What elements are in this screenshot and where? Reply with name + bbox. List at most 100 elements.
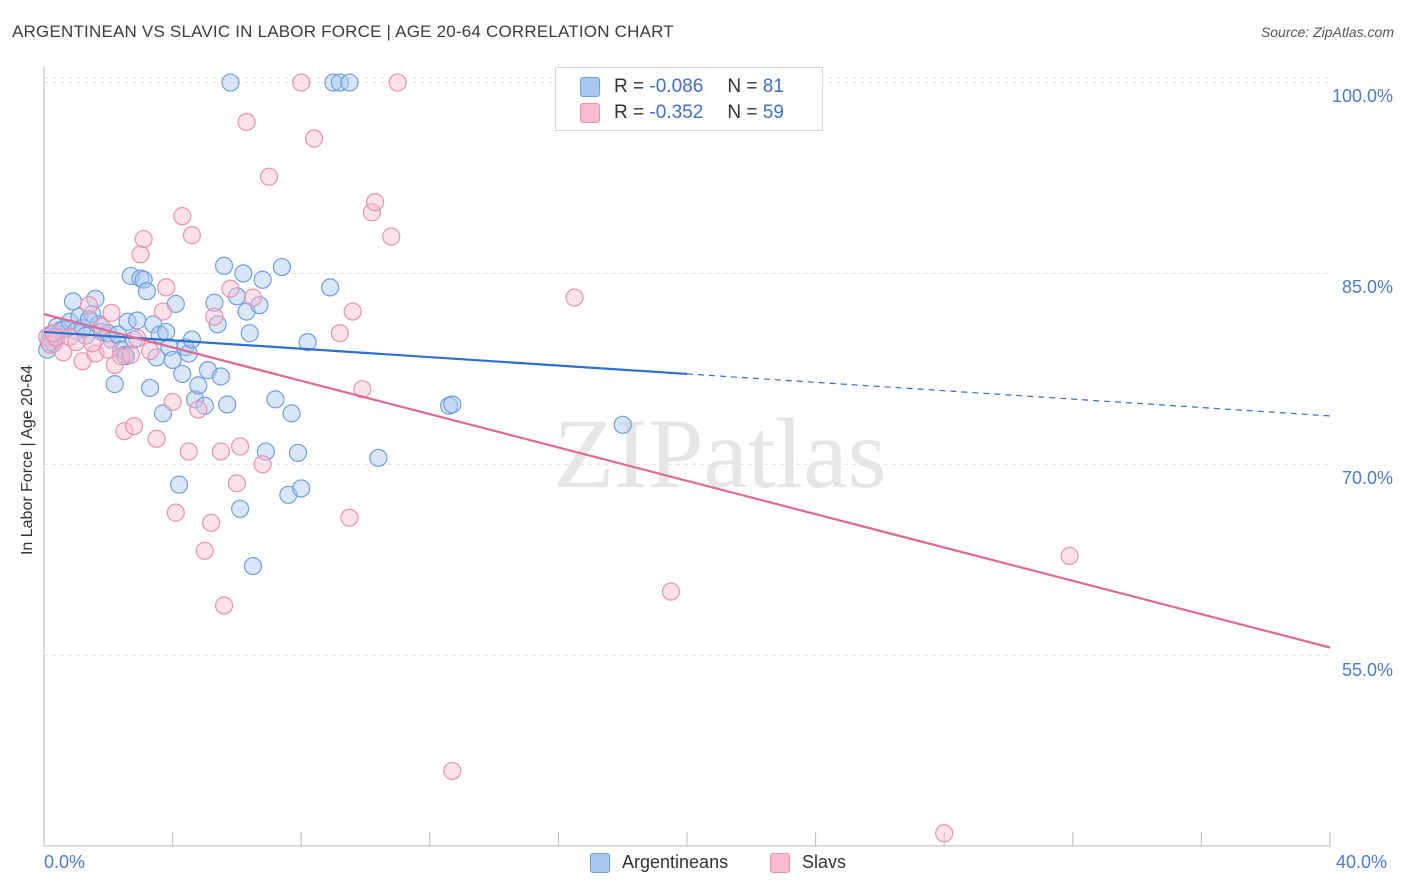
slavs-point [205, 307, 224, 326]
slavs-point [79, 296, 99, 315]
slavs-trend-line [43, 313, 1331, 649]
argentineans-point [282, 404, 301, 423]
r-value: -0.352 [649, 102, 704, 123]
argentineans-trend-line [43, 330, 688, 376]
slavs-point [115, 422, 134, 441]
slavs-point [661, 582, 681, 601]
argentineans-point [324, 73, 343, 92]
argentineans-point [218, 395, 237, 414]
r-label: R = [614, 76, 645, 97]
slavs-point [102, 303, 121, 322]
x-tick-label: 0.0% [44, 852, 86, 872]
slavs-point [179, 442, 198, 461]
y-tick-label: 55.0% [1341, 660, 1393, 680]
argentineans-point [140, 378, 160, 398]
y-tick-label: 100.0% [1331, 86, 1393, 106]
n-label: N = [727, 76, 758, 97]
slavs-point [304, 129, 324, 148]
argentineans-point [128, 311, 147, 330]
argentineans-point [298, 333, 317, 352]
series-legend: Argentineans Slavs [0, 852, 1406, 876]
argentineans-point [214, 256, 234, 275]
argentineans-trend-extension [686, 373, 1331, 417]
slavs-swatch [580, 103, 600, 123]
argentineans-point [330, 73, 349, 92]
slavs-point [214, 596, 234, 615]
legend-item-slavs[interactable]: Slavs [770, 852, 846, 873]
correlation-legend: R = -0.086 N = 81 R = -0.352 N = 59 [555, 67, 823, 131]
argentineans-point [243, 556, 263, 576]
slavs-point [292, 73, 311, 92]
argentineans-swatch [590, 852, 610, 873]
r-label: R = [614, 102, 645, 123]
slavs-point [935, 824, 954, 843]
slavs-point [157, 278, 176, 297]
x-tick-label: 40.0% [1336, 852, 1388, 872]
argentineans-point [288, 443, 308, 462]
watermark: ZIPatlas [553, 398, 886, 509]
slavs-point [259, 167, 279, 186]
slavs-point [565, 288, 584, 307]
argentineans-point [189, 376, 208, 395]
n-label: N = [727, 102, 758, 123]
slavs-point [166, 503, 185, 522]
slavs-point [140, 341, 160, 361]
slavs-point [443, 761, 462, 781]
slavs-point [67, 333, 86, 352]
argentineans-point [613, 415, 632, 434]
slavs-point [1060, 546, 1079, 565]
argentineans-point [182, 330, 201, 349]
argentineans-point [250, 296, 269, 315]
slavs-point [121, 345, 140, 364]
argentineans-swatch [580, 77, 600, 97]
legend-row-slavs: R = -0.352 N = 59 [580, 101, 784, 125]
slavs-point [343, 302, 362, 321]
y-tick-label: 70.0% [1341, 468, 1393, 488]
argentineans-point [443, 395, 462, 414]
argentineans-point [369, 448, 388, 468]
slavs-point [362, 203, 382, 222]
slavs-point [237, 112, 256, 132]
slavs-point [330, 324, 349, 343]
slavs-point [105, 355, 124, 375]
slavs-point [340, 508, 359, 527]
argentineans-point [292, 479, 311, 498]
slavs-point [54, 343, 73, 362]
n-value: 59 [762, 102, 784, 123]
argentineans-point [137, 282, 156, 301]
slavs-point [388, 73, 407, 92]
argentineans-point [63, 292, 83, 311]
slavs-point [195, 541, 214, 560]
slavs-point [211, 442, 230, 461]
y-tick-label: 85.0% [1341, 277, 1393, 297]
argentineans-point [205, 293, 224, 312]
slavs-point [83, 334, 102, 353]
argentineans-point [118, 312, 137, 331]
slavs-point [202, 513, 221, 532]
slavs-point [366, 193, 385, 212]
argentineans-point [157, 322, 176, 342]
argentineans-point [105, 375, 124, 394]
slavs-point [189, 400, 208, 419]
slavs-point [221, 279, 240, 298]
chart-title: ARGENTINEAN VS SLAVIC IN LABOR FORCE | A… [12, 22, 674, 41]
slavs-point [382, 227, 401, 246]
trend-lines [43, 313, 1331, 649]
argentineans-point [231, 499, 250, 518]
argentineans-point [340, 73, 359, 92]
argentineans-point [272, 257, 292, 277]
argentineans-point [227, 287, 246, 306]
r-value: -0.086 [649, 76, 704, 97]
legend-item-argentineans[interactable]: Argentineans [590, 852, 728, 873]
legend-label: Slavs [802, 852, 847, 872]
source-credit: Source: ZipAtlas.com [1260, 24, 1394, 40]
argentineans-point [173, 364, 192, 384]
gridlines [44, 77, 1330, 656]
argentineans-point [169, 475, 189, 494]
slavs-point [124, 416, 144, 436]
slavs-point [131, 245, 150, 264]
slavs-point [182, 226, 201, 245]
argentineans-point [211, 367, 230, 386]
legend-row-argentineans: R = -0.086 N = 81 [580, 75, 784, 99]
slavs-point [227, 474, 246, 493]
